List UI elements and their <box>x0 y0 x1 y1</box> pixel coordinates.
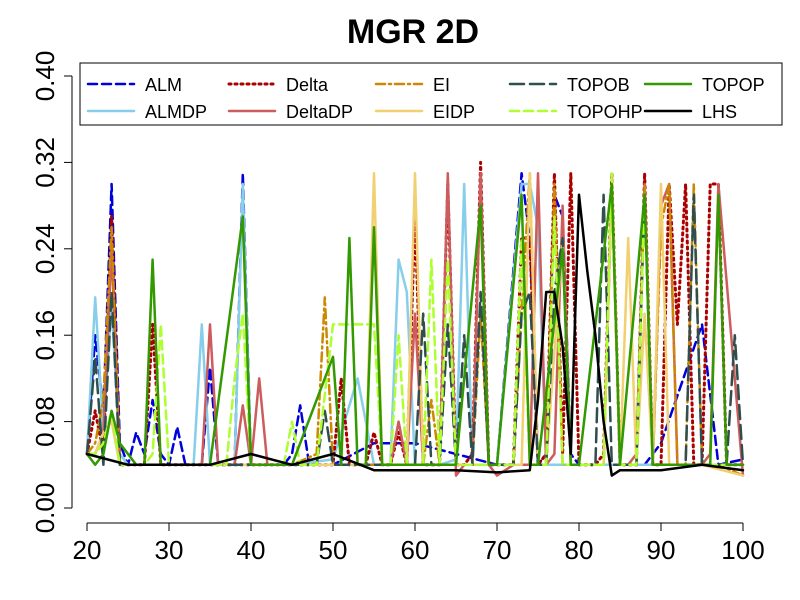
chart-title: MGR 2D <box>347 13 479 51</box>
x-tick-label: 100 <box>721 535 764 565</box>
y-tick-label: 0.40 <box>30 51 60 102</box>
legend-label-eidp: EIDP <box>433 102 475 122</box>
legend-label-almdp: ALMDP <box>145 102 207 122</box>
y-tick-label: 0.00 <box>30 483 60 534</box>
legend: ALM ALMDP Delta DeltaDP EI EIDP TOPOB TOPOHP TOP… <box>80 63 782 125</box>
y-tick-label: 0.24 <box>30 223 60 274</box>
legend-label-delta: Delta <box>286 75 329 95</box>
y-tick-label: 0.08 <box>30 396 60 447</box>
x-tick-label: 20 <box>73 535 102 565</box>
legend-label-lhs: LHS <box>702 102 737 122</box>
x-tick-label: 90 <box>647 535 676 565</box>
x-tick-label: 30 <box>155 535 184 565</box>
x-tick-label: 50 <box>319 535 348 565</box>
legend-label-ei: EI <box>433 75 450 95</box>
x-tick-label: 60 <box>401 535 430 565</box>
legend-label-topop: TOPOP <box>702 75 765 95</box>
legend-label-topob: TOPOB <box>567 75 630 95</box>
legend-label-topohp: TOPOHP <box>567 102 643 122</box>
x-tick-label: 70 <box>483 535 512 565</box>
x-tick-label: 40 <box>237 535 266 565</box>
legend-label-alm: ALM <box>145 75 182 95</box>
legend-label-deltadp: DeltaDP <box>286 102 353 122</box>
y-tick-label: 0.32 <box>30 137 60 188</box>
series-layer <box>87 162 743 475</box>
x-tick-label: 80 <box>565 535 594 565</box>
y-tick-label: 0.16 <box>30 310 60 361</box>
